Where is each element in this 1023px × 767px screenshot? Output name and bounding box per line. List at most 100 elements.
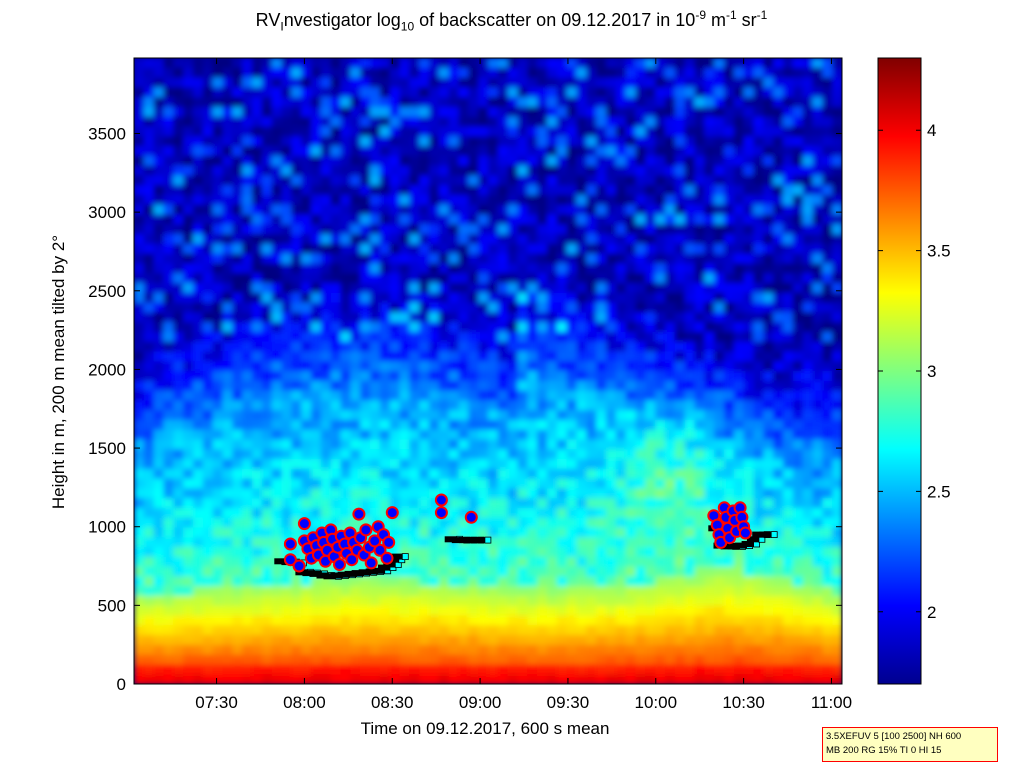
heatmap-cell: [674, 595, 686, 607]
heatmap-cell: [606, 419, 617, 431]
heatmap-cell: [665, 635, 676, 646]
heatmap-cell: [625, 77, 637, 89]
heatmap-cell: [370, 214, 381, 226]
heatmap-cell: [635, 77, 647, 89]
heatmap-cell: [320, 605, 332, 617]
heatmap-cell: [714, 547, 725, 558]
heatmap-cell: [370, 87, 381, 98]
heatmap-cell: [320, 371, 332, 382]
heatmap-cell: [458, 507, 470, 519]
heatmap-cell: [497, 77, 509, 89]
heatmap-cell: [802, 273, 814, 284]
heatmap-cell: [704, 459, 715, 470]
heatmap-cell: [468, 351, 479, 363]
heatmap-cell: [202, 106, 214, 118]
heatmap-cell: [291, 175, 302, 186]
heatmap-cell: [291, 507, 302, 519]
heatmap-cell: [419, 380, 430, 392]
heatmap-cell: [596, 459, 607, 470]
heatmap-cell: [527, 106, 538, 118]
heatmap-cell: [537, 498, 548, 509]
heatmap-cell: [802, 322, 814, 333]
heatmap-cell: [281, 263, 293, 274]
heatmap-cell: [694, 390, 706, 402]
heatmap-cell: [291, 664, 302, 676]
heatmap-cell: [763, 459, 774, 470]
heatmap-cell: [576, 97, 588, 108]
heatmap-cell: [812, 625, 824, 636]
heatmap-cell: [438, 263, 450, 274]
heatmap-cell: [153, 341, 165, 353]
heatmap-cell: [645, 635, 656, 646]
heatmap-cell: [350, 243, 361, 255]
heatmap-cell: [340, 341, 352, 353]
heatmap-cell: [497, 517, 509, 529]
heatmap-cell: [340, 459, 352, 470]
heatmap-cell: [724, 341, 735, 353]
heatmap-cell: [517, 478, 529, 490]
heatmap-cell: [202, 292, 214, 304]
heatmap-cell: [271, 517, 283, 529]
heatmap-cell: [478, 556, 489, 568]
heatmap-cell: [802, 214, 814, 226]
heatmap-cell: [448, 556, 460, 568]
heatmap-cell: [458, 175, 470, 186]
heatmap-cell: [792, 331, 804, 343]
heatmap-cell: [232, 371, 243, 382]
heatmap-cell: [645, 165, 656, 177]
heatmap-cell: [645, 390, 656, 402]
heatmap-cell: [497, 576, 509, 587]
heatmap-cell: [242, 410, 253, 421]
heatmap-cell: [625, 439, 637, 451]
heatmap-cell: [320, 644, 332, 656]
heatmap-cell: [714, 664, 725, 676]
heatmap-cell: [370, 644, 381, 656]
heatmap-cell: [733, 664, 745, 676]
heatmap-cell: [389, 664, 401, 676]
heatmap-cell: [606, 556, 617, 568]
heatmap-cell: [330, 165, 342, 177]
heatmap-cell: [832, 234, 842, 245]
heatmap-cell: [281, 116, 293, 128]
heatmap-cell: [704, 136, 715, 147]
heatmap-cell: [812, 576, 824, 587]
heatmap-cell: [173, 136, 184, 147]
heatmap-cell: [409, 263, 420, 274]
heatmap-cell: [645, 517, 656, 529]
x-tick-label: 11:00: [811, 693, 852, 712]
heatmap-cell: [143, 351, 155, 363]
heatmap-cell: [586, 243, 597, 255]
x-tick-label: 07:30: [195, 693, 238, 712]
heatmap-cell: [202, 468, 214, 480]
heatmap-cell: [419, 556, 430, 568]
heatmap-cell: [438, 136, 450, 147]
heatmap-cell: [173, 97, 184, 108]
heatmap-cell: [153, 605, 165, 617]
heatmap-cell: [183, 507, 194, 519]
heatmap-cell: [832, 361, 842, 372]
heatmap-cell: [625, 498, 637, 509]
heatmap-cell: [212, 380, 224, 392]
heatmap-cell: [222, 419, 234, 431]
heatmap-cell: [556, 478, 568, 490]
heatmap-cell: [576, 165, 588, 177]
heatmap-cell: [320, 146, 332, 157]
heatmap-cell: [606, 204, 617, 216]
heatmap-cell: [635, 116, 647, 128]
heatmap-cell: [438, 674, 450, 684]
heatmap-cell: [576, 547, 588, 558]
heatmap-cell: [566, 576, 578, 587]
heatmap-cell: [212, 419, 224, 431]
heatmap-cell: [458, 556, 470, 568]
heatmap-cell: [222, 302, 234, 314]
heatmap-cell: [271, 527, 283, 539]
heatmap-cell: [173, 67, 184, 79]
heatmap-cell: [527, 507, 538, 519]
heatmap-cell: [320, 322, 332, 333]
heatmap-cell: [665, 116, 676, 128]
heatmap-cell: [261, 625, 273, 636]
heatmap-cell: [586, 556, 597, 568]
heatmap-cell: [193, 537, 204, 548]
heatmap-cell: [773, 644, 784, 656]
heatmap-cell: [379, 439, 391, 451]
